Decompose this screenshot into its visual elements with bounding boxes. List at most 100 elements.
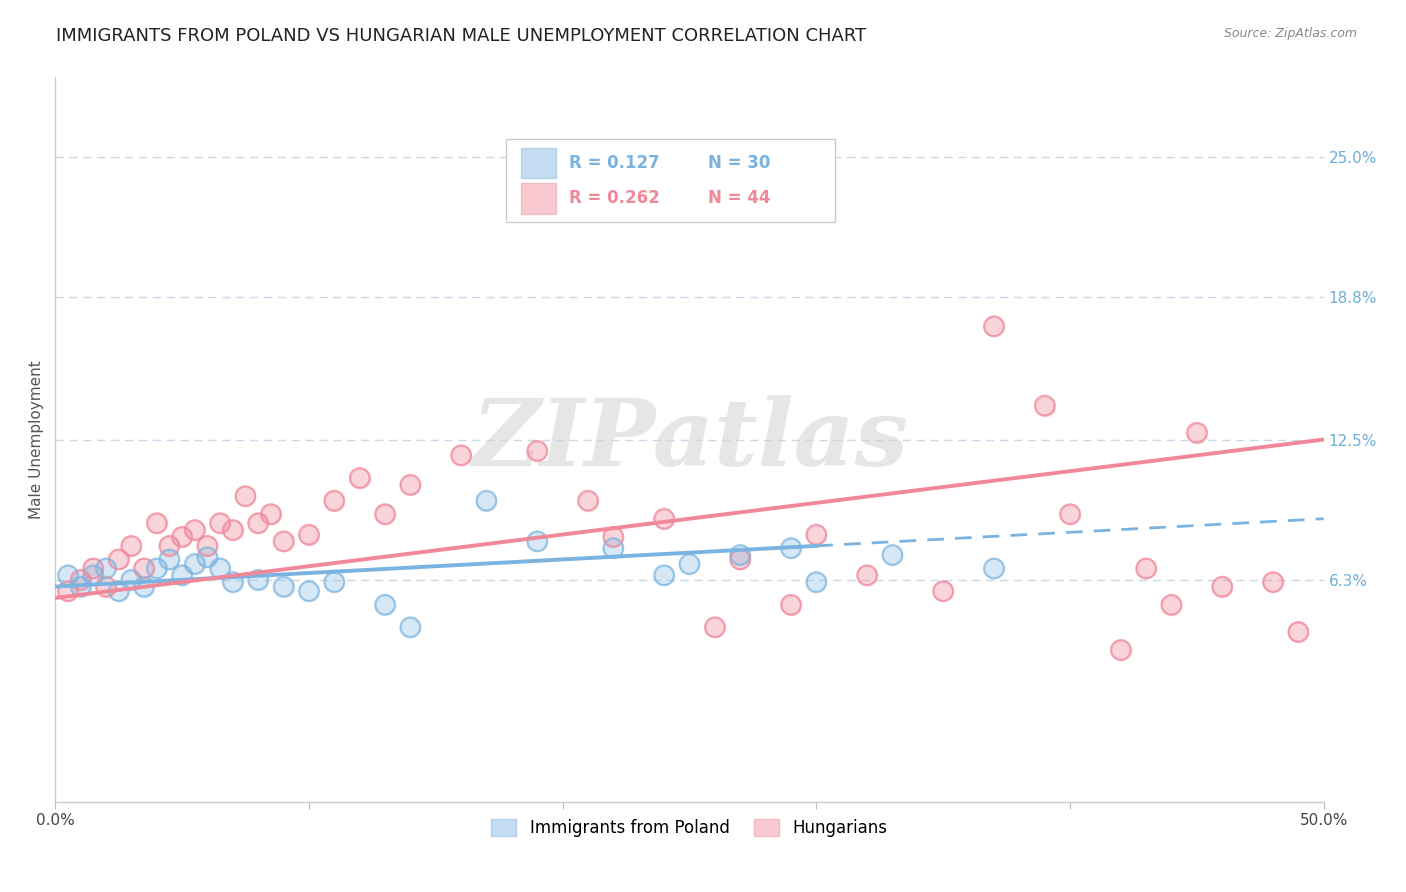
Point (157, 539, 180, 553)
Point (107, 584, 129, 599)
Point (247, 573, 270, 587)
Point (475, 493, 498, 508)
Point (602, 541, 624, 555)
Point (56, 568, 79, 582)
Point (932, 584, 955, 599)
Point (602, 530, 624, 544)
Point (157, 552, 180, 566)
Point (806, 527, 828, 541)
Point (728, 552, 751, 566)
Point (1185, 425, 1208, 440)
Text: ZIPatlas: ZIPatlas (471, 394, 908, 484)
Point (298, 584, 321, 599)
Point (260, 507, 283, 521)
Point (56, 584, 79, 599)
Point (1109, 643, 1132, 657)
Point (475, 493, 498, 508)
Point (120, 539, 142, 553)
Point (602, 530, 624, 544)
Point (450, 448, 472, 462)
Point (728, 548, 751, 562)
Point (576, 493, 599, 508)
Point (652, 568, 675, 582)
Point (1261, 575, 1284, 590)
Point (209, 561, 232, 575)
Y-axis label: Male Unemployment: Male Unemployment (30, 360, 44, 519)
Point (1211, 580, 1233, 594)
Point (526, 534, 548, 549)
Point (349, 471, 371, 485)
Point (1185, 425, 1208, 440)
Point (222, 523, 245, 537)
Point (120, 573, 142, 587)
Point (1261, 575, 1284, 590)
Point (183, 557, 205, 571)
Point (82, 561, 104, 575)
Point (882, 548, 904, 562)
Point (882, 548, 904, 562)
Point (806, 575, 828, 590)
Point (323, 575, 346, 590)
Point (197, 539, 219, 553)
Point (145, 561, 167, 575)
Point (209, 516, 232, 531)
Point (526, 534, 548, 549)
Point (932, 584, 955, 599)
Point (323, 493, 346, 508)
Point (183, 557, 205, 571)
Point (298, 527, 321, 541)
Text: R = 0.262: R = 0.262 (569, 189, 659, 207)
Point (170, 568, 193, 582)
Point (247, 516, 270, 531)
Point (1059, 507, 1081, 521)
Point (69, 580, 91, 594)
Point (170, 530, 193, 544)
Point (856, 568, 879, 582)
Point (209, 561, 232, 575)
Point (374, 598, 396, 612)
Text: N = 44: N = 44 (709, 189, 770, 207)
Point (1211, 580, 1233, 594)
Point (1160, 598, 1182, 612)
Point (197, 550, 219, 565)
Point (323, 575, 346, 590)
Point (197, 539, 219, 553)
Point (157, 539, 180, 553)
Point (1135, 561, 1157, 575)
Point (399, 620, 422, 634)
Point (235, 489, 257, 503)
Point (576, 493, 599, 508)
Point (806, 527, 828, 541)
Point (728, 552, 751, 566)
Point (1160, 598, 1182, 612)
Point (94, 561, 117, 575)
Point (983, 561, 1005, 575)
Point (132, 561, 155, 575)
Point (94, 561, 117, 575)
Bar (520, 148, 557, 178)
Point (120, 539, 142, 553)
Point (132, 580, 155, 594)
Point (1286, 624, 1309, 639)
Point (526, 443, 548, 458)
Point (602, 541, 624, 555)
Point (82, 568, 104, 582)
Point (856, 568, 879, 582)
Point (222, 575, 245, 590)
Text: IMMIGRANTS FROM POLAND VS HUNGARIAN MALE UNEMPLOYMENT CORRELATION CHART: IMMIGRANTS FROM POLAND VS HUNGARIAN MALE… (56, 27, 866, 45)
Point (222, 575, 245, 590)
Point (298, 527, 321, 541)
Point (107, 584, 129, 599)
Point (450, 448, 472, 462)
Point (1109, 643, 1132, 657)
Point (222, 523, 245, 537)
Point (247, 516, 270, 531)
Point (323, 493, 346, 508)
Point (235, 489, 257, 503)
Point (728, 548, 751, 562)
Point (983, 319, 1005, 334)
Point (145, 561, 167, 575)
Point (399, 477, 422, 491)
Point (1033, 399, 1056, 413)
Point (678, 557, 700, 571)
